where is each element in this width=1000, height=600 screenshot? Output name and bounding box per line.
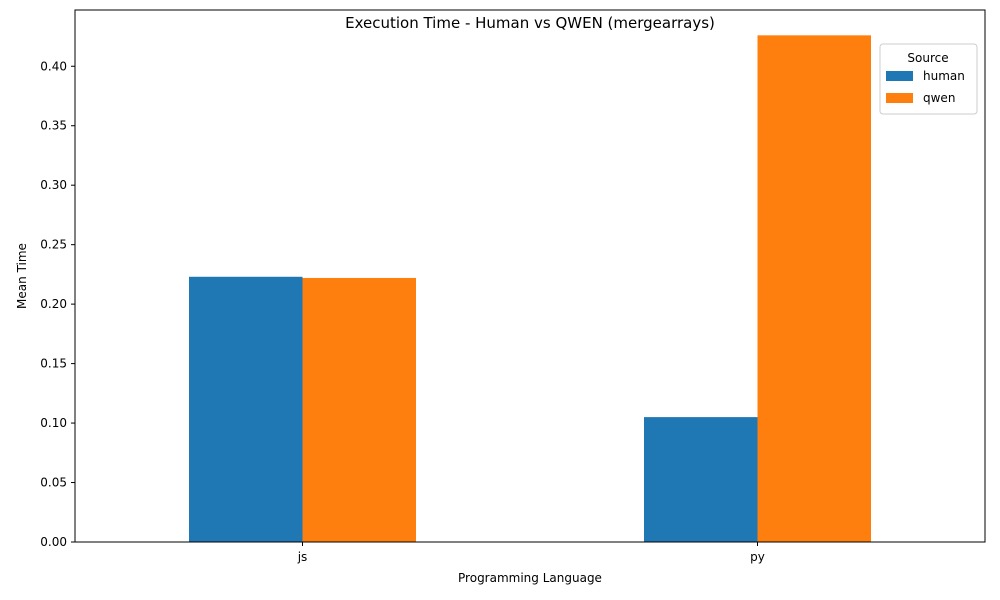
- y-tick-label: 0.10: [40, 416, 67, 430]
- y-axis-label: Mean Time: [15, 243, 29, 309]
- x-tick-label: js: [297, 550, 308, 564]
- x-axis-label: Programming Language: [458, 571, 602, 585]
- y-tick-label: 0.30: [40, 178, 67, 192]
- x-tick-label: py: [750, 550, 765, 564]
- bars-group: [189, 35, 871, 542]
- legend: Source human qwen: [879, 43, 978, 115]
- bar-human-js: [189, 276, 303, 542]
- chart-title: Execution Time - Human vs QWEN (mergearr…: [345, 14, 715, 32]
- y-tick-label: 0.05: [40, 476, 67, 490]
- legend-label-human: human: [923, 69, 965, 83]
- y-tick-label: 0.20: [40, 297, 67, 311]
- bar-qwen-js: [302, 277, 416, 542]
- legend-swatch-human: [886, 71, 913, 81]
- legend-title: Source: [907, 51, 948, 65]
- y-tick-label: 0.00: [40, 535, 67, 549]
- legend-label-qwen: qwen: [923, 91, 955, 105]
- legend-swatch-qwen: [886, 93, 913, 103]
- y-axis-ticks: 0.00 0.05 0.10 0.15 0.20 0.25 0.30 0.35 0.40: [40, 59, 75, 549]
- y-tick-label: 0.35: [40, 119, 67, 133]
- y-tick-label: 0.15: [40, 357, 67, 371]
- bar-human-py: [644, 417, 758, 542]
- bar-qwen-py: [757, 35, 871, 542]
- plot-frame: [74, 9, 986, 543]
- y-tick-label: 0.25: [40, 238, 67, 252]
- y-tick-label: 0.40: [40, 59, 67, 73]
- x-axis-ticks: js py: [297, 542, 765, 564]
- legend-items: human qwen: [886, 69, 965, 105]
